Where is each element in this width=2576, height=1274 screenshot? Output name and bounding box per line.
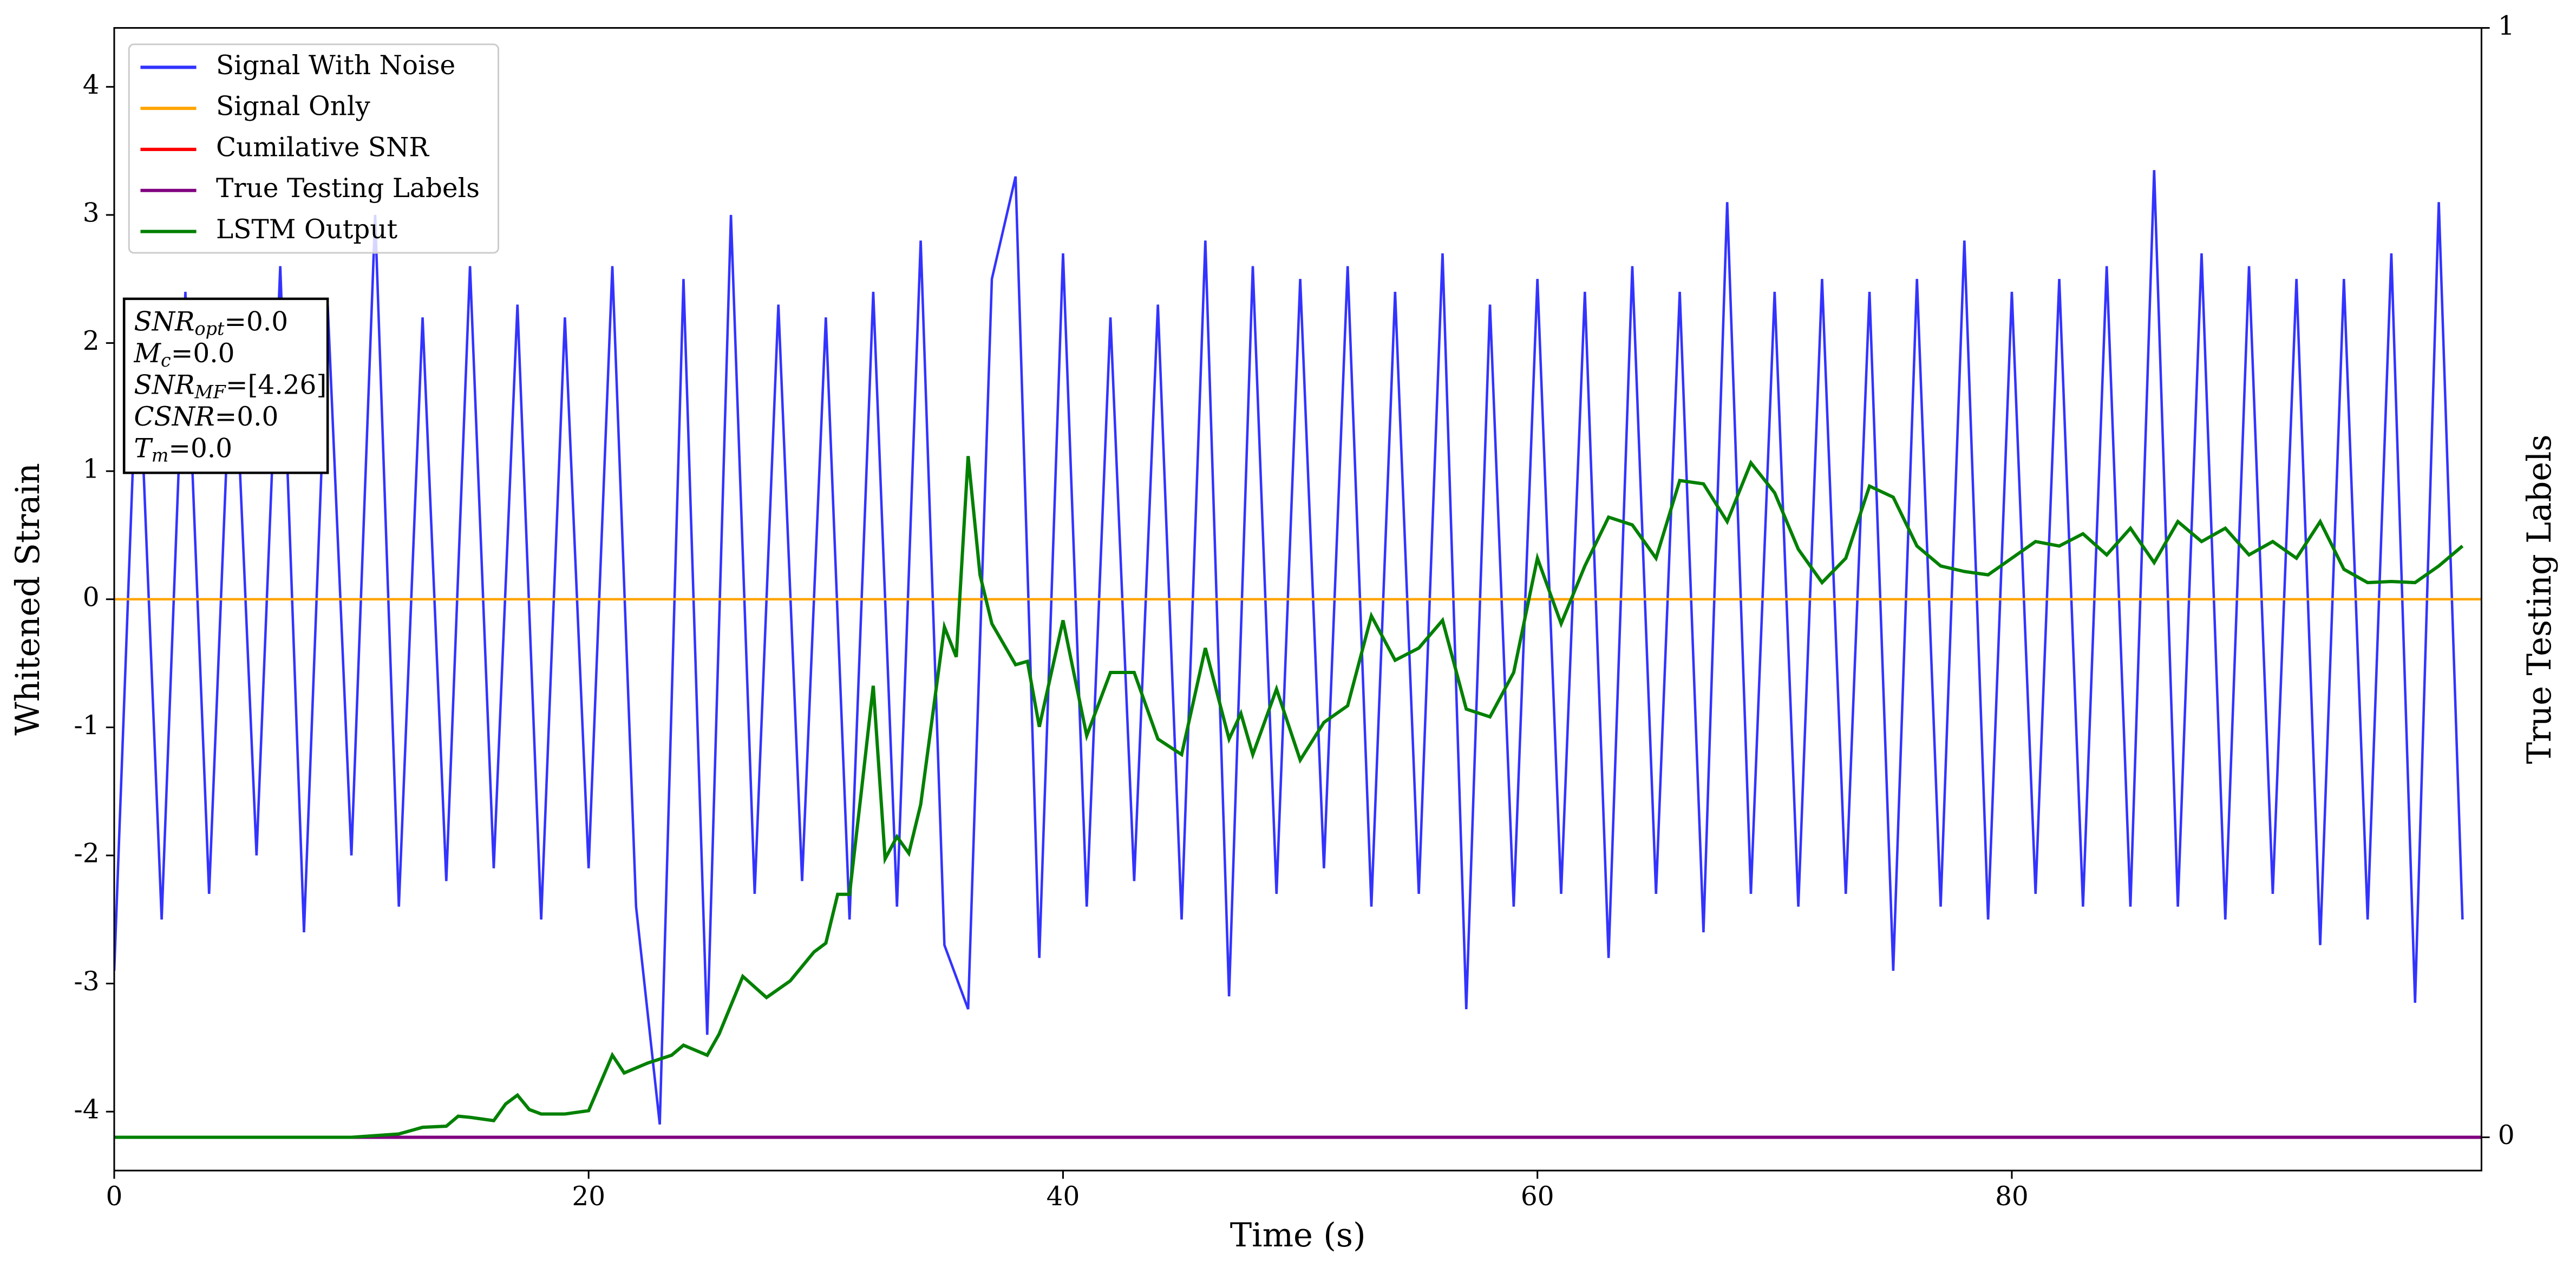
annotation-line: Mc=0.0 <box>133 338 234 371</box>
series-line <box>114 456 2464 1139</box>
annotation-subscript: opt <box>195 318 225 339</box>
legend-label: True Testing Labels <box>216 173 480 204</box>
legend-label: LSTM Output <box>216 214 398 245</box>
y-tick-label: -1 <box>74 710 99 741</box>
legend-label: Signal With Noise <box>216 50 455 81</box>
series-line <box>114 170 2464 1125</box>
x-tick-label: 80 <box>1995 1181 2029 1212</box>
annotation-value: =0.0 <box>215 401 279 432</box>
x-tick-label: 60 <box>1521 1181 1554 1212</box>
y2-tick-label: 1 <box>2498 11 2515 41</box>
annotation-subscript: c <box>161 350 171 371</box>
annotation-value: =0.0 <box>168 433 232 463</box>
y-tick-label: -4 <box>74 1095 99 1125</box>
y-tick-label: 2 <box>83 326 100 356</box>
annotation-value: =[4.26] <box>226 370 326 400</box>
annotation-box <box>122 297 329 474</box>
y-tick-label: 4 <box>83 70 100 100</box>
y-tick-label: -3 <box>74 966 99 997</box>
y-tick-label: 3 <box>83 198 100 228</box>
x-tick-label: 40 <box>1047 1181 1080 1212</box>
legend-box <box>128 43 500 254</box>
x-tick-label: 0 <box>106 1181 123 1212</box>
annotation-line: Tm=0.0 <box>134 433 232 466</box>
annotation-symbol: CSNR <box>134 401 214 432</box>
annotation-symbol: SNR <box>134 370 194 400</box>
y2-axis-label: True Testing Labels <box>2521 434 2559 764</box>
annotation-value: =0.0 <box>224 306 288 337</box>
y-axis-label: Whitened Strain <box>9 463 47 735</box>
x-axis-label: Time (s) <box>1230 1217 1366 1255</box>
annotation-line: CSNR=0.0 <box>134 401 278 432</box>
annotation-symbol: SNR <box>134 306 194 337</box>
legend-label: Cumilative SNR <box>216 132 429 162</box>
annotation-symbol: T <box>134 433 153 463</box>
annotation-subscript: m <box>152 445 169 466</box>
y2-tick-label: 0 <box>2498 1120 2515 1151</box>
annotation-line: SNRMF=[4.26] <box>134 370 326 403</box>
x-tick-label: 20 <box>572 1181 605 1212</box>
y-tick-label: 1 <box>83 454 100 485</box>
y-tick-label: 0 <box>83 582 100 612</box>
annotation-symbol: M <box>133 338 161 368</box>
y-tick-label: -2 <box>74 838 99 868</box>
legend-label: Signal Only <box>216 92 370 122</box>
annotation-subscript: MF <box>194 382 227 403</box>
annotation-value: =0.0 <box>171 338 235 368</box>
annotation-line: SNRopt=0.0 <box>134 306 288 339</box>
